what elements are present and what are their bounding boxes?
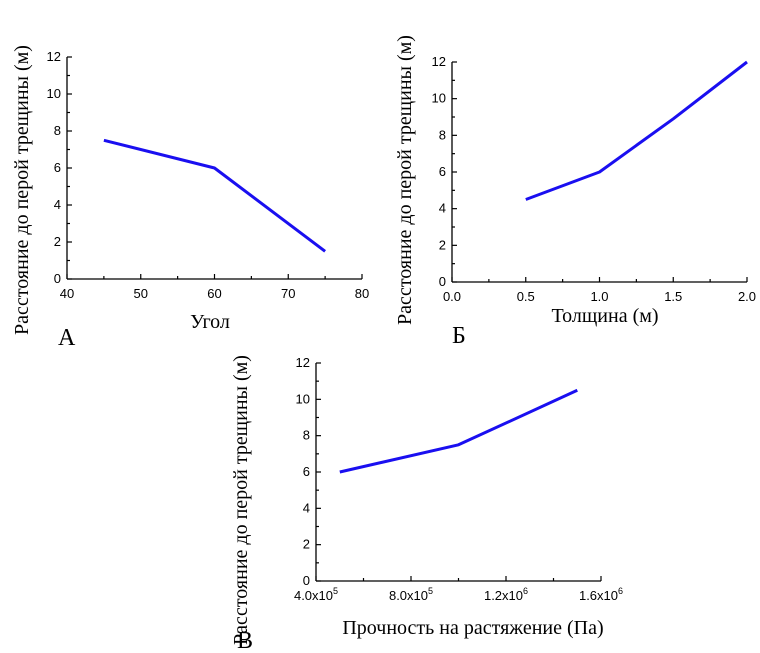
x-tick-label: 80 xyxy=(355,286,369,301)
x-tick-label: 40 xyxy=(60,286,74,301)
y-tick-label: 2 xyxy=(303,537,310,552)
y-tick-label: 6 xyxy=(54,160,61,175)
chart-panel-1: 0 2 4 6 8 10 12 40 50 60 70 80 Угол Расстояние до пер… xyxy=(11,45,369,351)
y-tick-label: 8 xyxy=(303,428,310,443)
panel-label: А xyxy=(58,325,76,351)
y-tick-label: 0 xyxy=(54,271,61,286)
x-tick-label: 1.0 xyxy=(590,289,608,304)
y-tick-label: 10 xyxy=(296,391,310,406)
x-axis-title: Толщина (м) xyxy=(551,305,658,327)
y-tick-label: 6 xyxy=(303,464,310,479)
y-tick-label: 12 xyxy=(47,49,61,64)
x-tick-label: 60 xyxy=(207,286,221,301)
x-tick-label: 70 xyxy=(281,286,295,301)
y-tick-label: 10 xyxy=(432,91,446,106)
y-axis-title: Расстояние до перой трещины (м) xyxy=(230,355,252,645)
y-tick-label: 4 xyxy=(54,197,61,212)
x-axis-title: Прочность на растяжение (Па) xyxy=(342,617,603,639)
y-tick-label: 4 xyxy=(439,201,446,216)
x-axis-title: Угол xyxy=(190,311,230,333)
y-tick-label: 0 xyxy=(439,274,446,289)
y-axis-title: Расстояние до перой трещины (м) xyxy=(11,45,33,335)
x-tick-label: 1.5 xyxy=(664,289,682,304)
series-line xyxy=(103,138,327,253)
x-tick-label: 1.2x106 xyxy=(484,586,528,603)
y-tick-label: 2 xyxy=(54,234,61,249)
y-tick-label: 12 xyxy=(296,355,310,370)
y-tick-label: 12 xyxy=(432,54,446,69)
x-tick-label: 0.5 xyxy=(517,289,535,304)
panel-label: Б xyxy=(452,323,466,349)
y-axis-title: Расстояние до перой трещины (м) xyxy=(394,35,416,325)
series-line xyxy=(339,388,578,474)
x-tick-label: 50 xyxy=(134,286,148,301)
x-tick-label: 1.6x106 xyxy=(579,586,623,603)
y-tick-label: 6 xyxy=(439,164,446,179)
x-tick-label: 2.0 xyxy=(738,289,756,304)
chart-panel-2: 0 2 4 6 8 10 12 0.0 0.5 1.0 1.5 2.0 Толщина (м) Расст… xyxy=(394,35,756,349)
x-tick-label: 4.0x105 xyxy=(294,586,338,603)
y-tick-label: 4 xyxy=(303,500,310,515)
series-line xyxy=(525,60,748,201)
panel-label: В xyxy=(237,628,253,653)
x-tick-label: 8.0x105 xyxy=(389,586,433,603)
y-tick-label: 2 xyxy=(439,237,446,252)
y-tick-label: 0 xyxy=(303,573,310,588)
x-tick-label: 0.0 xyxy=(443,289,461,304)
y-tick-label: 8 xyxy=(439,127,446,142)
chart-panel-3: 0 2 4 6 8 10 12 4.0x105 8.0x105 1.2x106 1.6x106 Про… xyxy=(230,355,623,653)
y-tick-label: 8 xyxy=(54,123,61,138)
y-tick-label: 10 xyxy=(47,86,61,101)
